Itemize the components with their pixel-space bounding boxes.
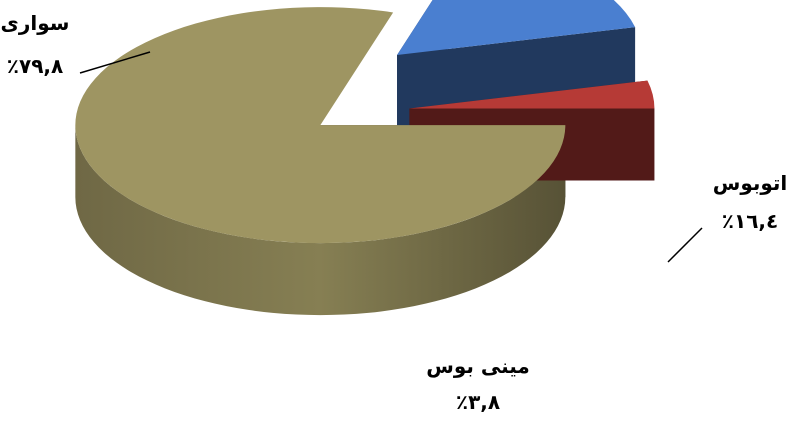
slice-labels: سواری ٪۷۹,۸ اتوبوس ٪۱٦,٤ مینی بوس ٪۳,۸ — [1, 11, 788, 414]
slice-2-value-label: ٪۱٦,٤ — [722, 209, 778, 233]
slice-3-value-label: ٪۳,۸ — [456, 390, 500, 414]
slice-3-label: مینی بوس — [426, 354, 530, 378]
slice-3-top — [409, 80, 655, 109]
slice-2-leader-line — [667, 227, 703, 263]
slice-2-label: اتوبوس — [713, 171, 788, 195]
slice-2-top — [397, 0, 636, 56]
slice-1-outer-wall — [75, 125, 566, 316]
slice-1-label: سواری — [1, 11, 70, 35]
slice-1-leader-line — [79, 51, 151, 74]
slice-tops — [75, 0, 655, 244]
leader-lines — [79, 51, 703, 263]
slice-1-value-label: ٪۷۹,۸ — [7, 54, 63, 78]
slice-1-top — [75, 7, 566, 244]
